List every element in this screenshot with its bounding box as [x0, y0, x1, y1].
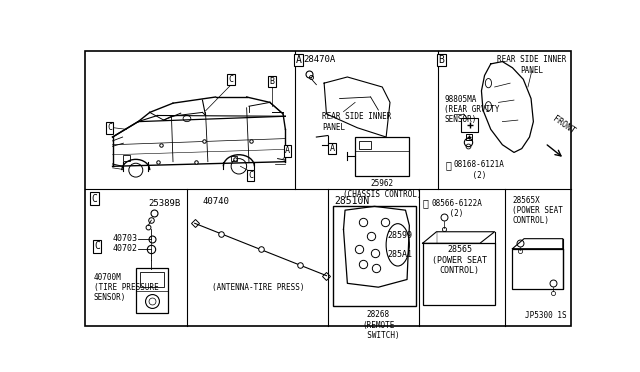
Text: C: C — [248, 171, 253, 180]
Text: B: B — [269, 77, 275, 86]
Bar — [231, 156, 237, 161]
Bar — [355, 137, 410, 176]
Bar — [422, 243, 495, 305]
Text: 28565X
(POWER SEAT
CONTROL): 28565X (POWER SEAT CONTROL) — [513, 196, 563, 225]
Bar — [123, 155, 131, 161]
Bar — [513, 249, 563, 289]
Text: 08168-6121A
    (2): 08168-6121A (2) — [454, 160, 504, 180]
Text: C: C — [228, 75, 234, 84]
Text: 40740: 40740 — [202, 197, 229, 206]
Text: 28565
(POWER SEAT
CONTROL): 28565 (POWER SEAT CONTROL) — [432, 246, 487, 275]
Text: 285A1: 285A1 — [388, 250, 413, 259]
Text: REAR SIDE INNER
PANEL: REAR SIDE INNER PANEL — [497, 55, 566, 75]
Text: 28599: 28599 — [388, 231, 413, 240]
Text: C: C — [94, 241, 100, 251]
Text: Ⓑ: Ⓑ — [446, 160, 452, 170]
Text: 40702: 40702 — [113, 244, 138, 253]
Text: FRONT: FRONT — [551, 114, 577, 135]
Bar — [466, 134, 472, 140]
Text: 25389B: 25389B — [148, 199, 180, 208]
Text: 25962
(CHASSIS CONTROL): 25962 (CHASSIS CONTROL) — [343, 179, 422, 199]
Text: 08566-6122A
    (2): 08566-6122A (2) — [431, 199, 482, 218]
Bar — [140, 272, 164, 287]
Text: C: C — [107, 123, 112, 132]
Text: 40700M
(TIRE PRESSURE
SENSOR): 40700M (TIRE PRESSURE SENSOR) — [94, 273, 159, 302]
Text: (ANTENNA-TIRE PRESS): (ANTENNA-TIRE PRESS) — [212, 283, 305, 292]
Bar — [333, 206, 417, 307]
Text: 28470A: 28470A — [303, 55, 335, 64]
Text: 40703: 40703 — [113, 234, 138, 243]
Bar — [359, 141, 371, 148]
Text: Ⓢ: Ⓢ — [422, 199, 428, 209]
Text: A: A — [285, 147, 290, 155]
Bar — [136, 268, 168, 312]
Bar — [461, 118, 478, 132]
Text: 98805MA
(REAR GRVITY
SENSOR): 98805MA (REAR GRVITY SENSOR) — [444, 95, 500, 125]
Text: A: A — [330, 144, 334, 153]
Text: 28510N: 28510N — [334, 196, 369, 206]
Text: C: C — [92, 194, 98, 203]
Text: JP5300 1S: JP5300 1S — [525, 311, 566, 320]
Text: A: A — [296, 55, 301, 65]
Text: B: B — [438, 55, 444, 65]
Text: 28268
(REMOTE
  SWITCH): 28268 (REMOTE SWITCH) — [358, 310, 399, 340]
Text: REAR SIDE INNER
PANEL: REAR SIDE INNER PANEL — [322, 112, 391, 132]
